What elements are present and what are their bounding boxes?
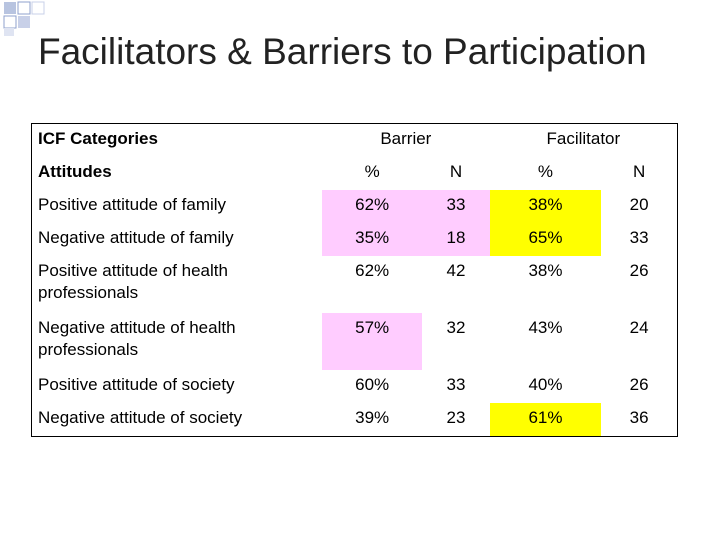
subheader-cell: Attitudes xyxy=(38,162,112,181)
cell: 33 xyxy=(446,375,466,394)
cell: Negative attitude of society xyxy=(38,408,243,427)
cell: 18 xyxy=(422,223,490,256)
subheader-cell: N xyxy=(633,162,646,181)
cell: 36 xyxy=(629,408,649,427)
square xyxy=(17,1,31,15)
row: Negative attitude of family 35% 18 65% 3… xyxy=(32,223,678,256)
cell: Negative attitude of health professional… xyxy=(38,318,236,359)
cell: 62% xyxy=(355,261,390,280)
row: Positive attitude of family 62% 33 38% 2… xyxy=(32,190,678,223)
row: Positive attitude of health professional… xyxy=(32,256,678,313)
square xyxy=(4,28,14,36)
square xyxy=(4,2,16,14)
header-cell: Facilitator xyxy=(546,129,621,148)
subheader-row: Attitudes % N % N xyxy=(32,157,678,190)
header-row: ICF Categories Barrier Facilitator xyxy=(32,124,678,158)
cell: 65% xyxy=(489,223,602,256)
cell: 38% xyxy=(489,190,602,223)
cell: 40% xyxy=(528,375,563,394)
cell: 23 xyxy=(446,408,466,427)
table: ICF Categories Barrier Facilitator Attit… xyxy=(31,123,678,437)
header-cell: Barrier xyxy=(380,129,432,148)
cell: Positive attitude of family xyxy=(38,195,227,214)
cell: 35% xyxy=(322,223,423,256)
cell: Positive attitude of society xyxy=(38,375,235,394)
cell: 26 xyxy=(629,261,649,280)
square xyxy=(31,1,45,15)
cell: 57% xyxy=(322,313,423,370)
cell: 43% xyxy=(528,318,563,337)
cell: 62% xyxy=(322,190,423,223)
cell: Positive attitude of health professional… xyxy=(38,261,228,302)
cell: 26 xyxy=(629,375,649,394)
cell: 61% xyxy=(489,403,602,437)
cell: 20 xyxy=(629,195,649,214)
square xyxy=(18,16,30,28)
decoration xyxy=(3,1,45,36)
cell: 32 xyxy=(446,318,466,337)
cell: Negative attitude of family xyxy=(38,228,234,247)
cell: 60% xyxy=(355,375,390,394)
cell: 42 xyxy=(446,261,466,280)
header-cell: ICF Categories xyxy=(38,129,158,148)
cell: 33 xyxy=(629,228,649,247)
cell: 33 xyxy=(422,190,490,223)
title: Facilitators & Barriers to Participation xyxy=(38,31,647,72)
subheader-cell: N xyxy=(449,162,463,181)
cell: 39% xyxy=(355,408,390,427)
row: Negative attitude of society 39% 23 61% … xyxy=(32,403,678,437)
cell: 38% xyxy=(528,261,563,280)
subheader-cell: % xyxy=(537,162,554,181)
cell: 24 xyxy=(629,318,649,337)
square xyxy=(3,15,17,29)
row: Positive attitude of society 60% 33 40% … xyxy=(32,370,678,403)
subheader-cell: % xyxy=(364,162,380,181)
row: Negative attitude of health professional… xyxy=(32,313,678,370)
